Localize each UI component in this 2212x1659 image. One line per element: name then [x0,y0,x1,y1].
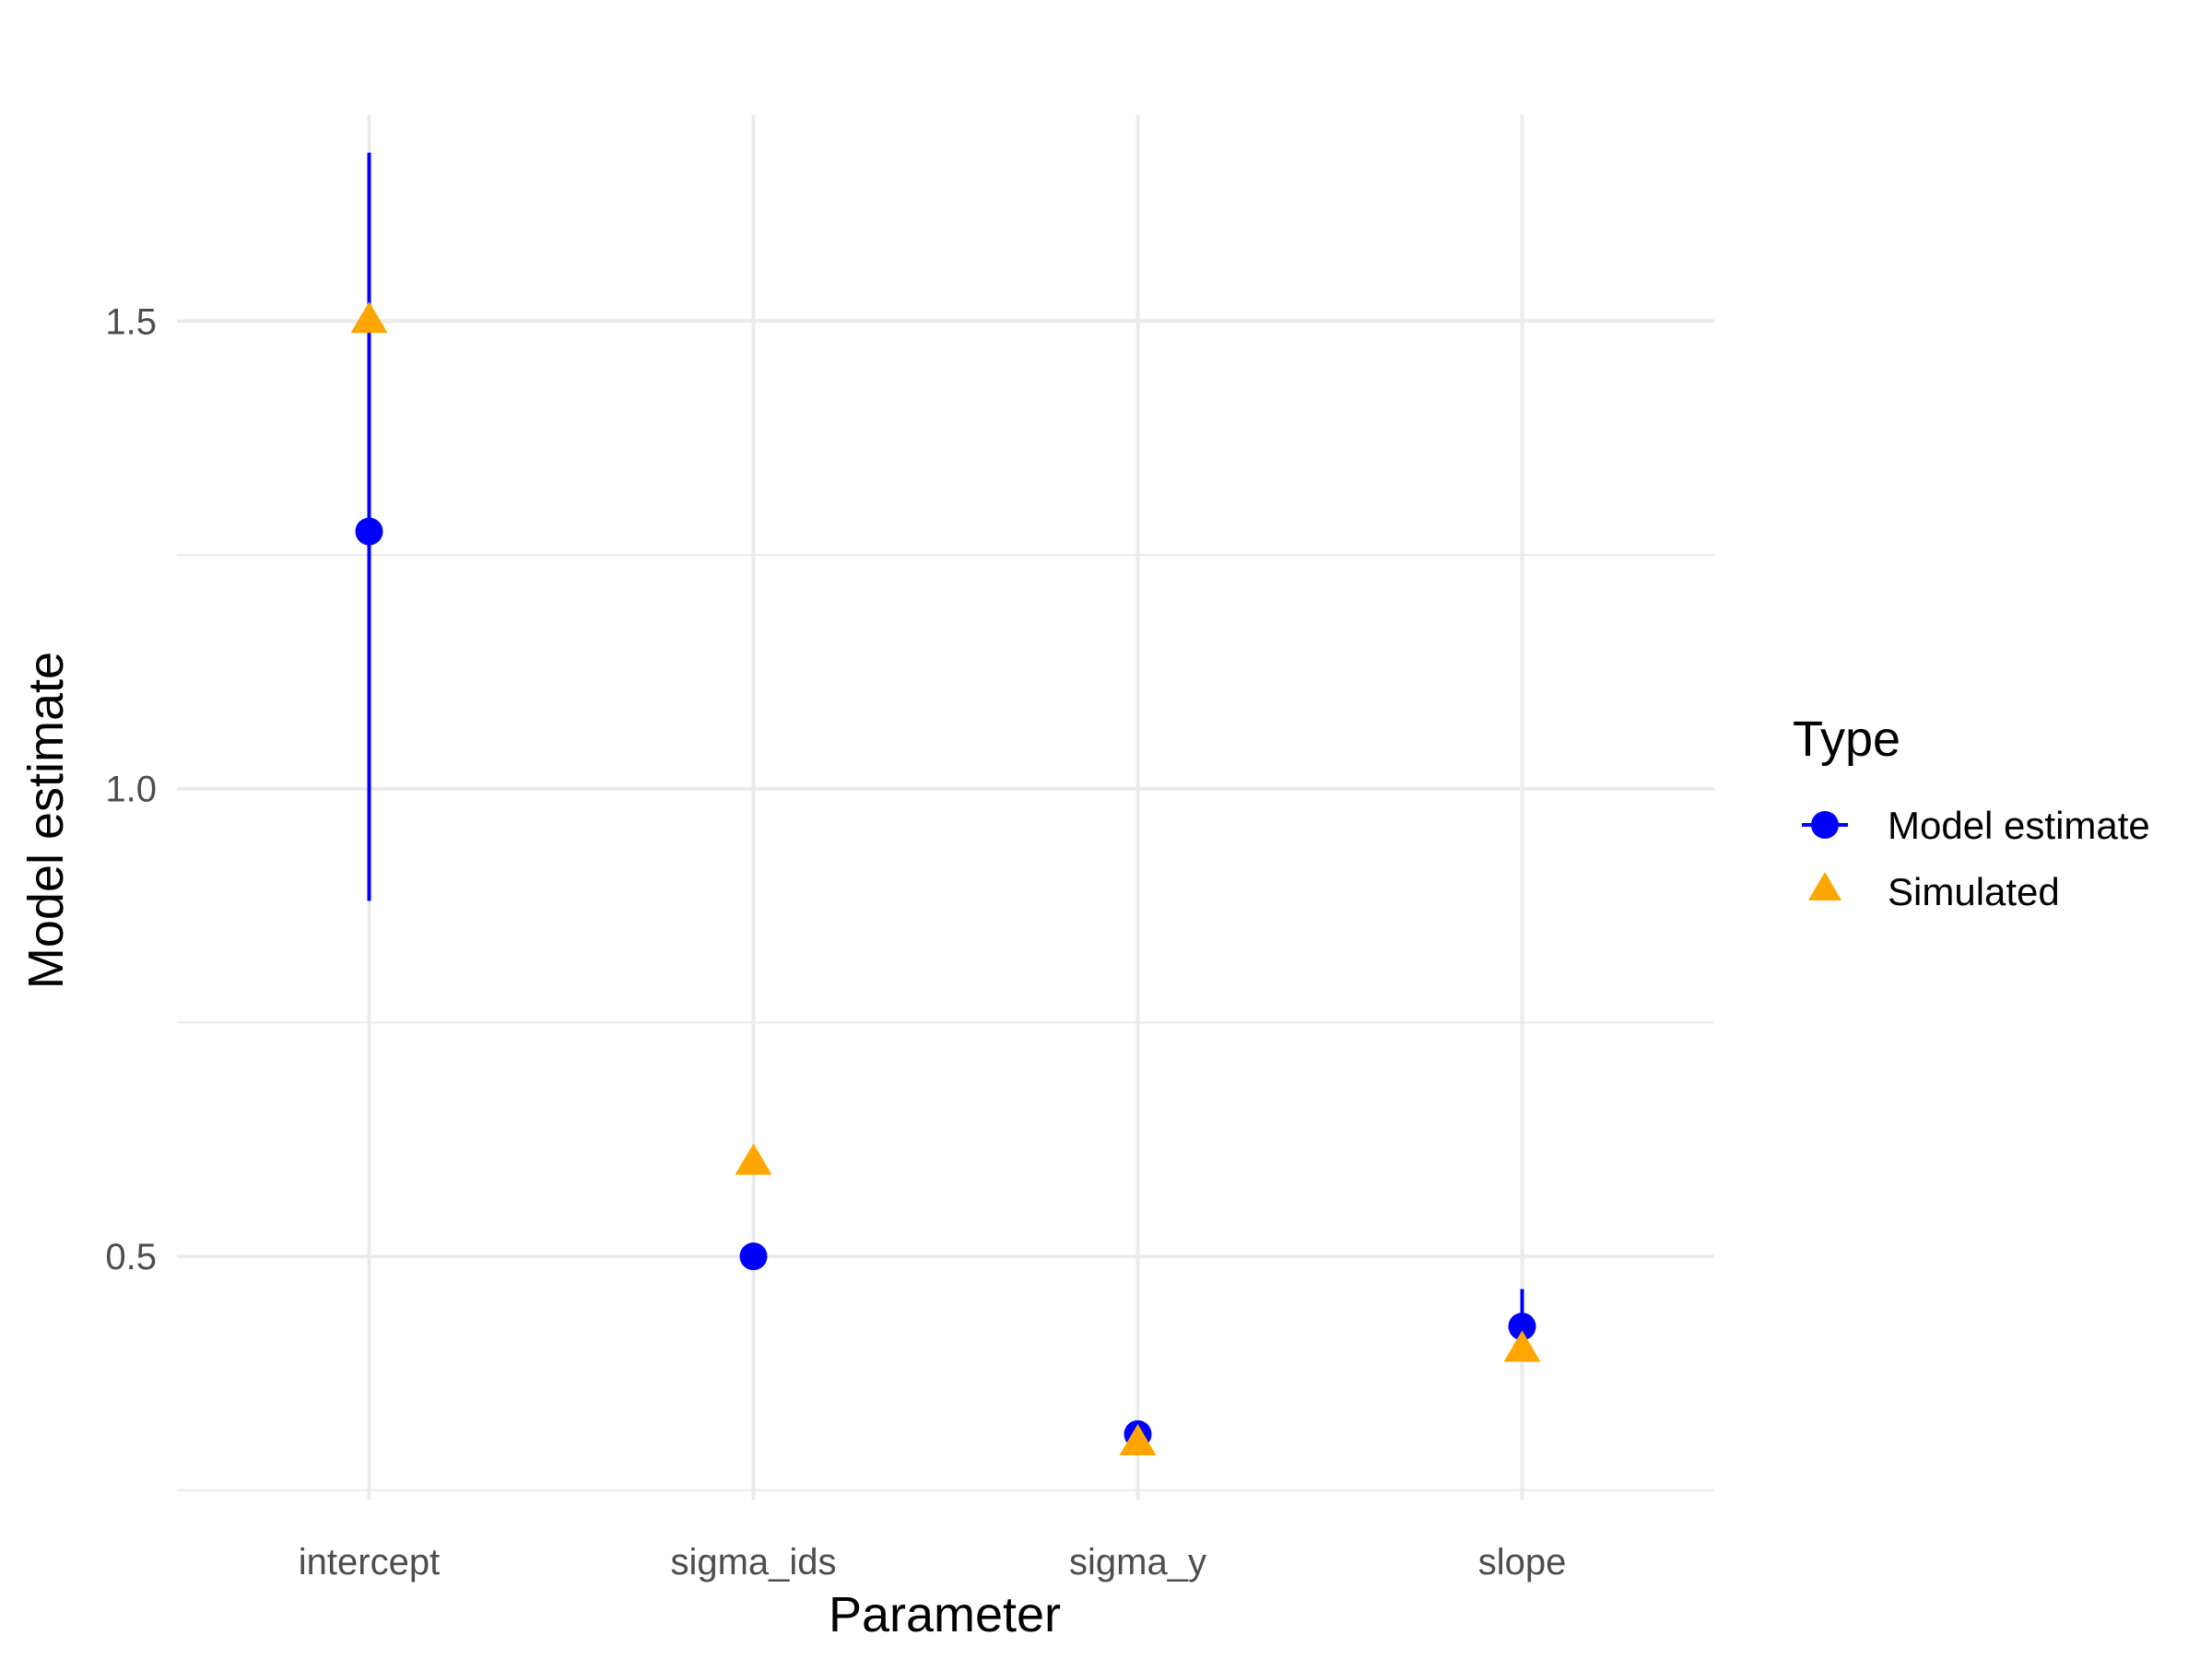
y-axis-title: Model estimate [18,652,74,989]
legend-triangle-icon [1808,872,1841,900]
y-tick-label: 0.5 [105,1237,157,1277]
x-axis-ticks: intercept sigma_ids sigma_y slope [299,1542,1567,1583]
model-estimate-point [355,517,383,546]
y-tick-label: 1.0 [105,770,157,810]
model-estimate-point [739,1242,768,1271]
legend-circle-icon [1811,811,1839,839]
simulated-point [350,301,388,334]
legend-label-simulated: Simulated [1888,870,2060,913]
y-tick-label: 1.5 [105,301,157,342]
x-tick-label: slope [1478,1542,1567,1583]
x-axis-title: Parameter [829,1587,1061,1642]
grid [177,115,1714,1500]
data-points [350,301,1541,1456]
simulated-point [1503,1330,1541,1362]
simulated-point [735,1143,772,1175]
model-estimate-point [1508,1312,1536,1341]
legend-title: Type [1793,712,1900,767]
x-tick-label: sigma_ids [670,1542,836,1583]
x-tick-label: sigma_y [1069,1542,1206,1583]
error-bars [367,152,1524,1359]
y-axis-ticks: 0.5 1.0 1.5 [105,301,157,1277]
legend-label-model-estimate: Model estimate [1888,804,2150,847]
legend: Type Model estimate Simulated [1793,712,2150,913]
legend-key-model-estimate [1802,811,1848,839]
simulated-point [1119,1424,1157,1456]
legend-key-simulated [1808,872,1841,900]
x-tick-label: intercept [299,1542,440,1583]
